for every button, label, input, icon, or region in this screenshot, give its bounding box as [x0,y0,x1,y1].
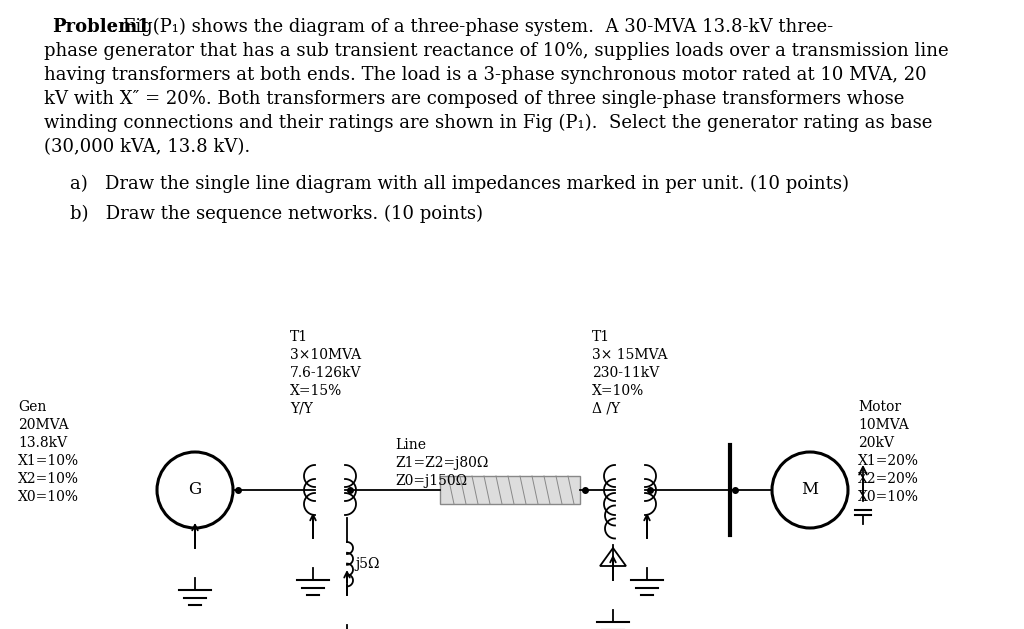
Text: X0=10%: X0=10% [858,490,919,504]
Text: Z1=Z2=j80Ω: Z1=Z2=j80Ω [395,456,488,470]
Text: having transformers at both ends. The load is a 3-phase synchronous motor rated : having transformers at both ends. The lo… [44,66,927,84]
Text: (30,000 kVA, 13.8 kV).: (30,000 kVA, 13.8 kV). [44,138,250,156]
Text: Gen: Gen [18,400,46,414]
Text: M: M [802,482,818,499]
Text: 3× 15MVA: 3× 15MVA [592,348,668,362]
Text: 230-11kV: 230-11kV [592,366,659,380]
Text: a)   Draw the single line diagram with all impedances marked in per unit. (10 po: a) Draw the single line diagram with all… [70,175,849,193]
Text: kV with X″ = 20%. Both transformers are composed of three single-phase transform: kV with X″ = 20%. Both transformers are … [44,90,904,108]
Text: Line: Line [395,438,426,452]
Text: X1=10%: X1=10% [18,454,79,468]
Text: X2=10%: X2=10% [18,472,79,486]
Text: Δ /Y: Δ /Y [592,402,621,416]
Text: Y/Y: Y/Y [290,402,313,416]
Text: b)   Draw the sequence networks. (10 points): b) Draw the sequence networks. (10 point… [70,205,483,223]
Text: 20MVA: 20MVA [18,418,69,432]
Text: Problem1: Problem1 [52,18,150,36]
Text: X=15%: X=15% [290,384,342,398]
Text: 13.8kV: 13.8kV [18,436,68,450]
Text: T1: T1 [290,330,308,344]
Text: 3×10MVA: 3×10MVA [290,348,361,362]
Text: X2=20%: X2=20% [858,472,919,486]
Text: T1: T1 [592,330,610,344]
Text: X0=10%: X0=10% [18,490,79,504]
Text: winding connections and their ratings are shown in Fig (P₁).  Select the generat: winding connections and their ratings ar… [44,114,933,132]
Text: 7.6-126kV: 7.6-126kV [290,366,361,380]
Text: 20kV: 20kV [858,436,894,450]
Text: 10MVA: 10MVA [858,418,908,432]
Text: : Fig(P₁) shows the diagram of a three-phase system.  A 30-MVA 13.8-kV three-: : Fig(P₁) shows the diagram of a three-p… [111,18,834,36]
Text: X1=20%: X1=20% [858,454,919,468]
Bar [440,476,580,504]
Text: Z0=j150Ω: Z0=j150Ω [395,474,467,488]
Text: phase generator that has a sub transient reactance of 10%, supplies loads over a: phase generator that has a sub transient… [44,42,948,60]
Text: j5Ω: j5Ω [355,557,380,571]
Text: X=10%: X=10% [592,384,644,398]
Text: G: G [188,482,202,499]
Text: Motor: Motor [858,400,901,414]
